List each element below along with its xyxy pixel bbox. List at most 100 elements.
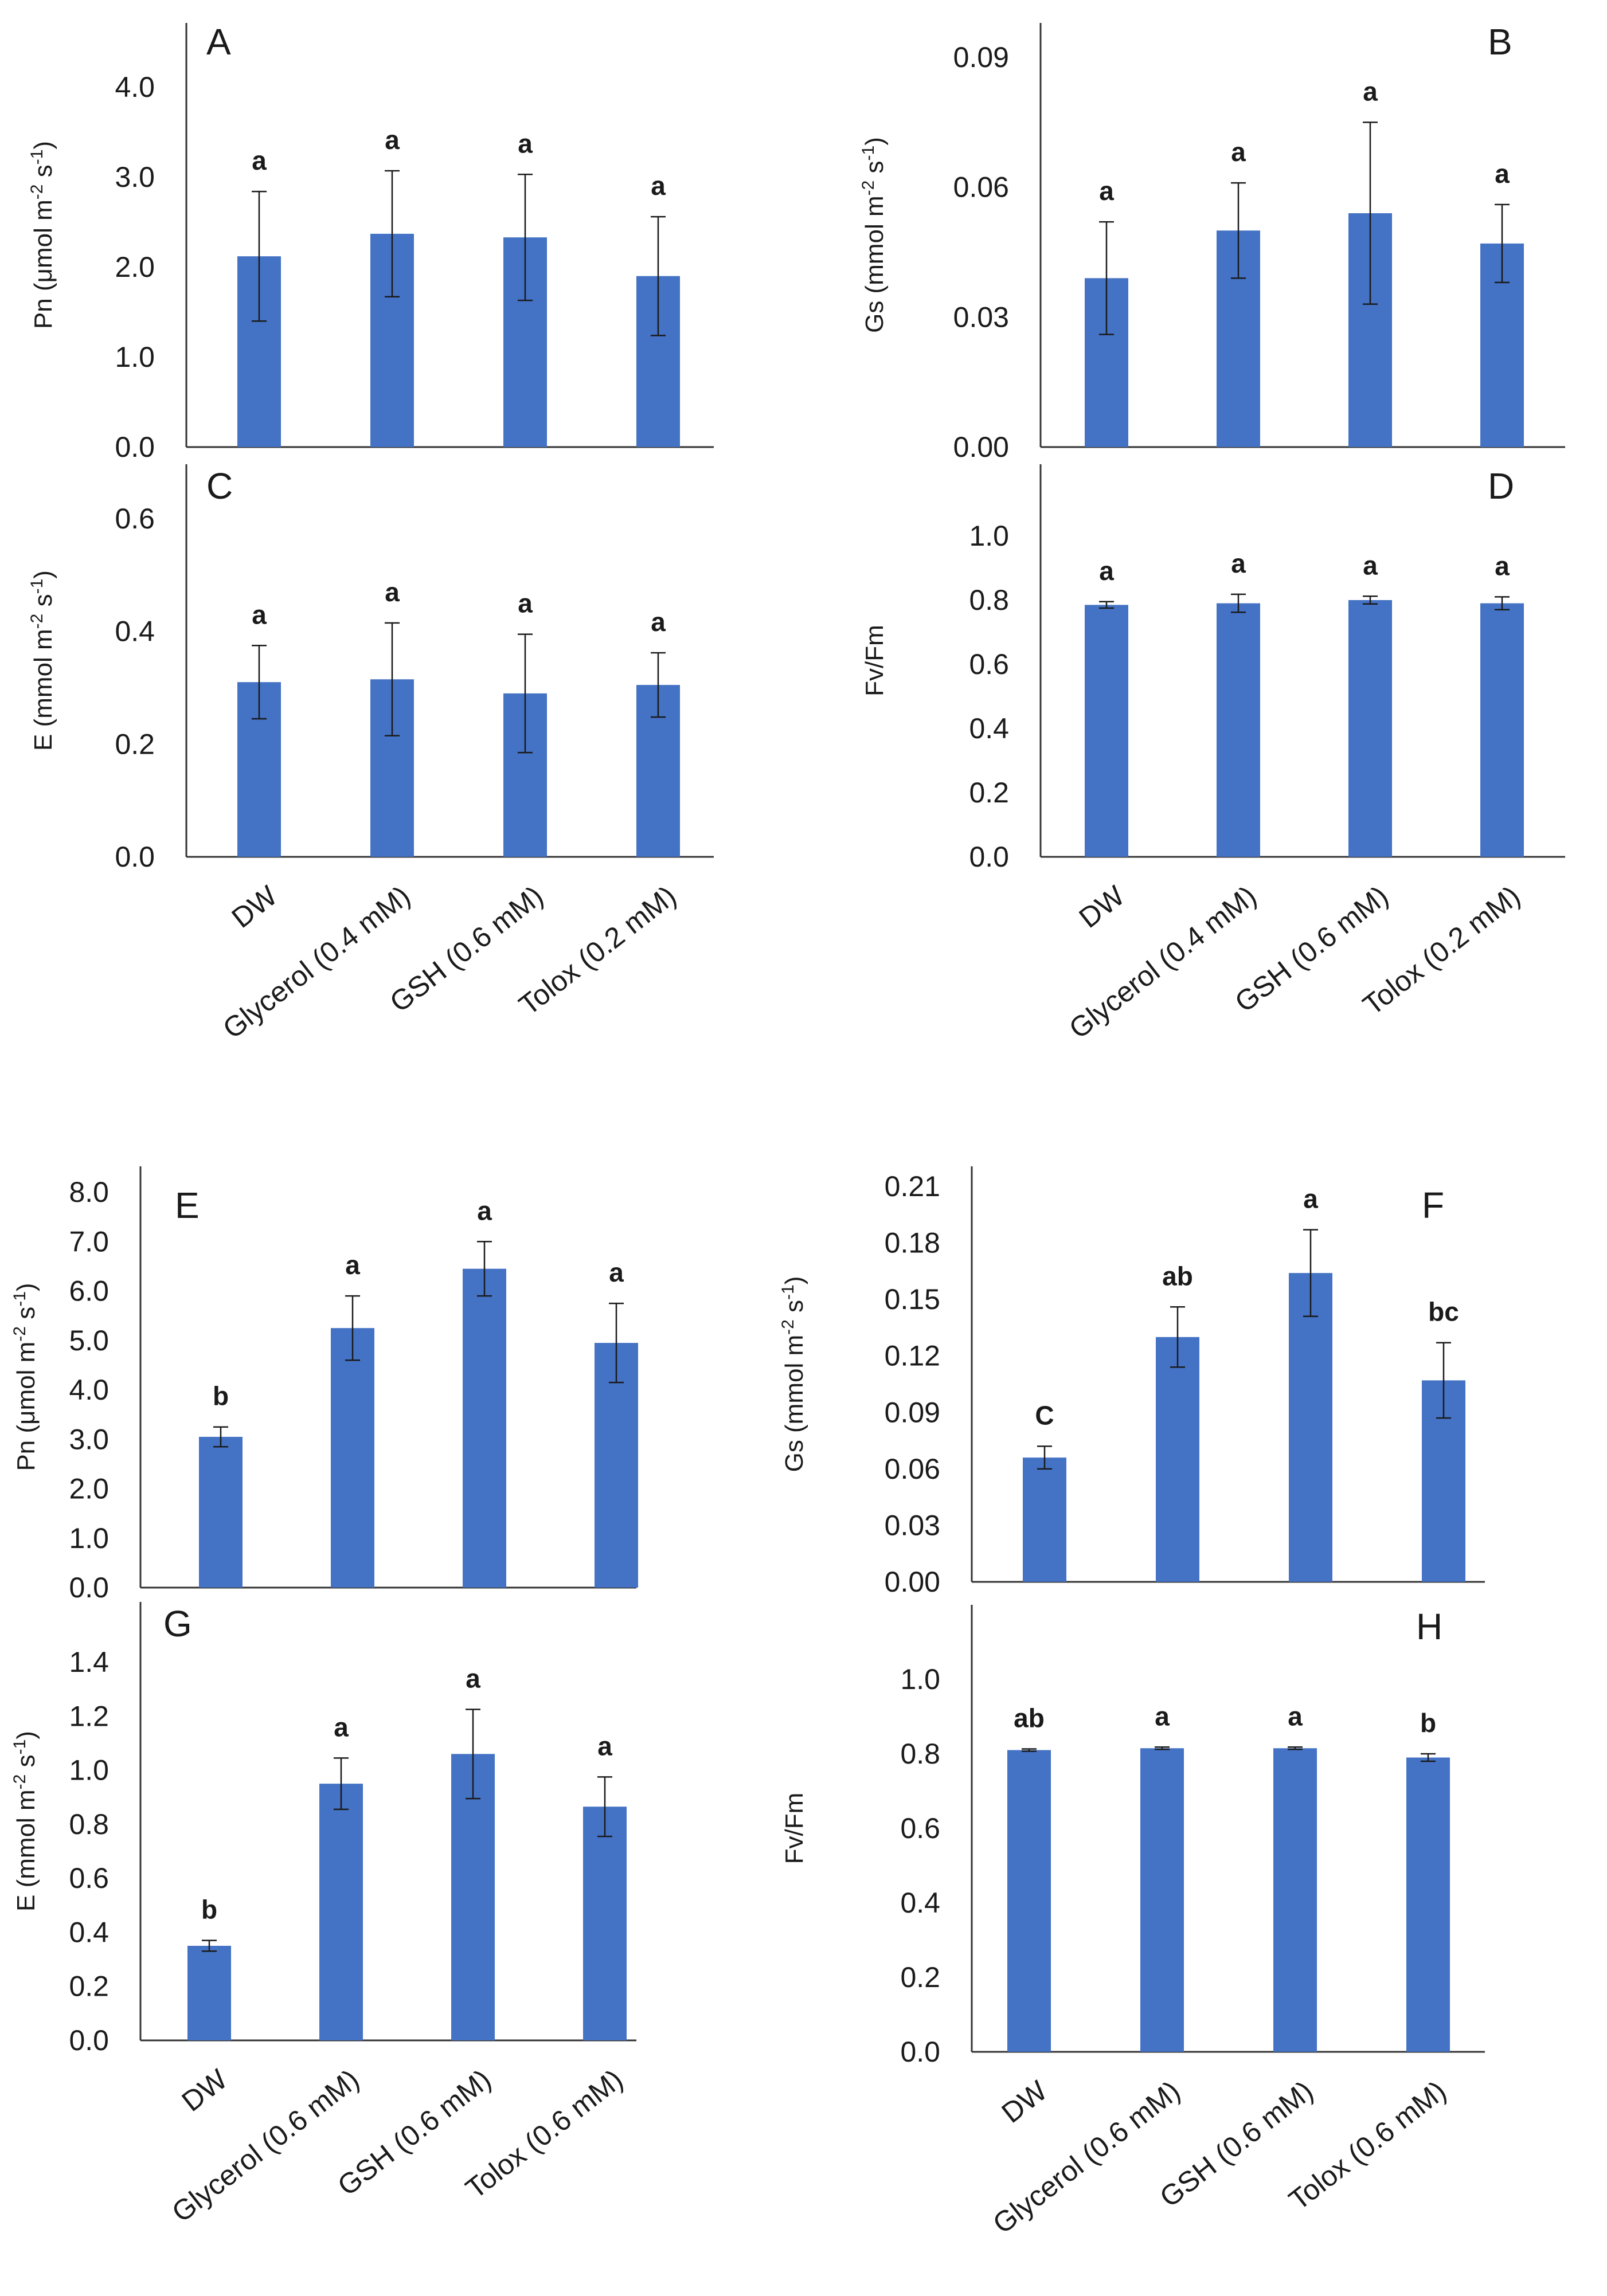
panel-letter-b: B	[1488, 21, 1512, 62]
y-tick-label-h: 0.8	[900, 1738, 940, 1770]
y-axis-label-b: Gs (mmol m-2 s-1)	[859, 137, 889, 333]
y-tick-label-a: 2.0	[115, 251, 155, 283]
y-tick-label-g: 1.2	[69, 1700, 109, 1732]
significance-letter: a	[1495, 551, 1510, 581]
significance-letter: a	[597, 1731, 612, 1761]
panel-letter-d: D	[1488, 465, 1514, 507]
y-tick-label-b: 0.03	[953, 301, 1009, 333]
y-axis-label-part: Gs (mmol m	[780, 1335, 808, 1472]
y-tick-label-e: 4.0	[69, 1374, 109, 1406]
y-tick-label-h: 0.2	[900, 1961, 940, 1993]
y-tick-label-e: 3.0	[69, 1423, 109, 1455]
y-axis-label-part: )	[29, 141, 57, 150]
panel-letter-c: C	[206, 465, 233, 507]
y-axis-label-part: )	[780, 1276, 808, 1285]
panel-g: 0.0 0.2 0.4 0.6 0.8 1.0 1.2 1.4 E (mmol m-2 s-1)…	[10, 1602, 636, 2228]
y-axis-label-part: s	[29, 594, 57, 613]
bar-g-4	[583, 1807, 627, 2040]
y-tick-label-h: 0.0	[900, 2036, 940, 2068]
bar-d-2	[1217, 603, 1260, 857]
y-tick-label-c: 0.6	[115, 503, 155, 535]
y-tick-label-e: 2.0	[69, 1473, 109, 1505]
y-tick-label-g: 1.0	[69, 1754, 109, 1786]
y-tick-label-h: 0.4	[900, 1887, 940, 1919]
significance-letter: bc	[1428, 1297, 1459, 1327]
panel-letter-h: H	[1416, 1606, 1442, 1647]
y-axis-label-part: -1	[859, 146, 878, 161]
y-axis-label-part: s	[12, 1754, 40, 1774]
panel-e: 0.0 1.0 2.0 3.0 4.0 5.0 6.0 7.0 8.0 Pn (μmol m-2 …	[10, 1166, 638, 1604]
y-axis-label-part: )	[12, 1731, 40, 1739]
panel-letter-a: A	[206, 21, 231, 62]
significance-letter: b	[1420, 1708, 1436, 1738]
category-label-d: DW	[1073, 879, 1131, 934]
y-tick-label-g: 0.8	[69, 1808, 109, 1840]
y-axis-label-part: Pn (μmol m	[29, 199, 57, 329]
significance-letter: a	[1155, 1701, 1170, 1731]
significance-letter: a	[518, 589, 533, 618]
panel-c: 0.00.20.40.6E (mmol m-2 s-1)Caa aaDWGlyce…	[28, 464, 714, 1045]
y-axis-label-part: s	[12, 1307, 40, 1326]
y-tick-label-h: 1.0	[900, 1663, 940, 1695]
panel-b: 0.00 0.03 0.06 0.09 Gs (mmol m-2 s-1) Ba a a a	[859, 21, 1565, 463]
significance-letter: a	[334, 1712, 349, 1742]
y-axis-label-part: -1	[28, 579, 46, 594]
y-tick-label-f: 0.06	[885, 1453, 940, 1485]
y-tick-label-d: 0.4	[969, 712, 1009, 745]
y-tick-label-c: 0.4	[115, 616, 155, 648]
panel-f: 0.00 0.03 0.06 0.09 0.12 0.15 0.18 0.21 Gs (mmol…	[779, 1166, 1485, 1598]
significance-letter: a	[466, 1664, 480, 1694]
y-tick-label-f: 0.18	[885, 1227, 940, 1259]
y-tick-label-e: 0.0	[69, 1572, 109, 1604]
y-tick-label-e: 5.0	[69, 1325, 109, 1357]
bar-f-2	[1156, 1337, 1199, 1582]
y-axis-label-part: )	[29, 570, 57, 579]
y-tick-label-b: 0.06	[953, 171, 1009, 203]
y-tick-label-e: 8.0	[69, 1176, 109, 1208]
significance-letter: a	[1303, 1184, 1318, 1214]
y-axis-label-part: -2	[859, 181, 878, 196]
bar-f-1	[1023, 1457, 1066, 1582]
y-tick-label-d: 1.0	[969, 520, 1009, 552]
y-axis-label-part: Fv/Fm	[861, 625, 889, 696]
significance-letter: a	[252, 146, 267, 175]
y-tick-label-a: 1.0	[115, 341, 155, 373]
y-tick-label-f: 0.09	[885, 1396, 940, 1428]
bar-e-1	[199, 1436, 243, 1588]
y-tick-label-e: 1.0	[69, 1522, 109, 1554]
bar-e-4	[595, 1343, 638, 1588]
significance-letter: b	[213, 1381, 229, 1411]
y-axis-label-g: E (mmol m-2 s-1)	[10, 1731, 41, 1911]
bar-g-2	[319, 1784, 363, 2040]
significance-letter: a	[385, 577, 400, 607]
significance-letter: a	[1231, 137, 1246, 167]
y-axis-label-h: Fv/Fm	[780, 1793, 808, 1864]
bar-g-3	[451, 1754, 495, 2040]
panel-a: 0.0 1.0 2.0 3.0 4.0 Pn (μmol m-2 s-1) Aa a a a	[28, 21, 714, 463]
significance-letter: a	[385, 125, 400, 155]
significance-letter: a	[1288, 1701, 1303, 1731]
y-tick-label-g: 0.2	[69, 1970, 109, 2003]
y-tick-label-g: 0.0	[69, 2024, 109, 2056]
significance-letter: a	[1363, 550, 1378, 580]
bar-d-4	[1480, 603, 1524, 857]
bar-h-3	[1273, 1748, 1317, 2052]
y-tick-label-f: 0.03	[885, 1509, 940, 1541]
significance-letter: a	[1099, 176, 1114, 206]
y-tick-label-c: 0.2	[115, 728, 155, 760]
y-tick-label-f: 0.15	[885, 1283, 940, 1315]
panel-letter-e: E	[175, 1185, 200, 1226]
y-axis-label-part: -1	[10, 1291, 29, 1307]
y-tick-label-e: 7.0	[69, 1225, 109, 1257]
category-label-g: DW	[176, 2063, 234, 2118]
significance-letter: ab	[1014, 1703, 1045, 1733]
bar-f-3	[1289, 1273, 1332, 1582]
y-axis-label-part: Gs (mmol m	[861, 195, 889, 333]
y-axis-label-part: E (mmol m	[12, 1789, 40, 1911]
y-axis-label-part: -2	[28, 614, 46, 629]
panel-letter-f: F	[1422, 1185, 1444, 1226]
y-tick-label-b: 0.09	[953, 41, 1009, 73]
y-axis-label-part: s	[780, 1300, 808, 1319]
